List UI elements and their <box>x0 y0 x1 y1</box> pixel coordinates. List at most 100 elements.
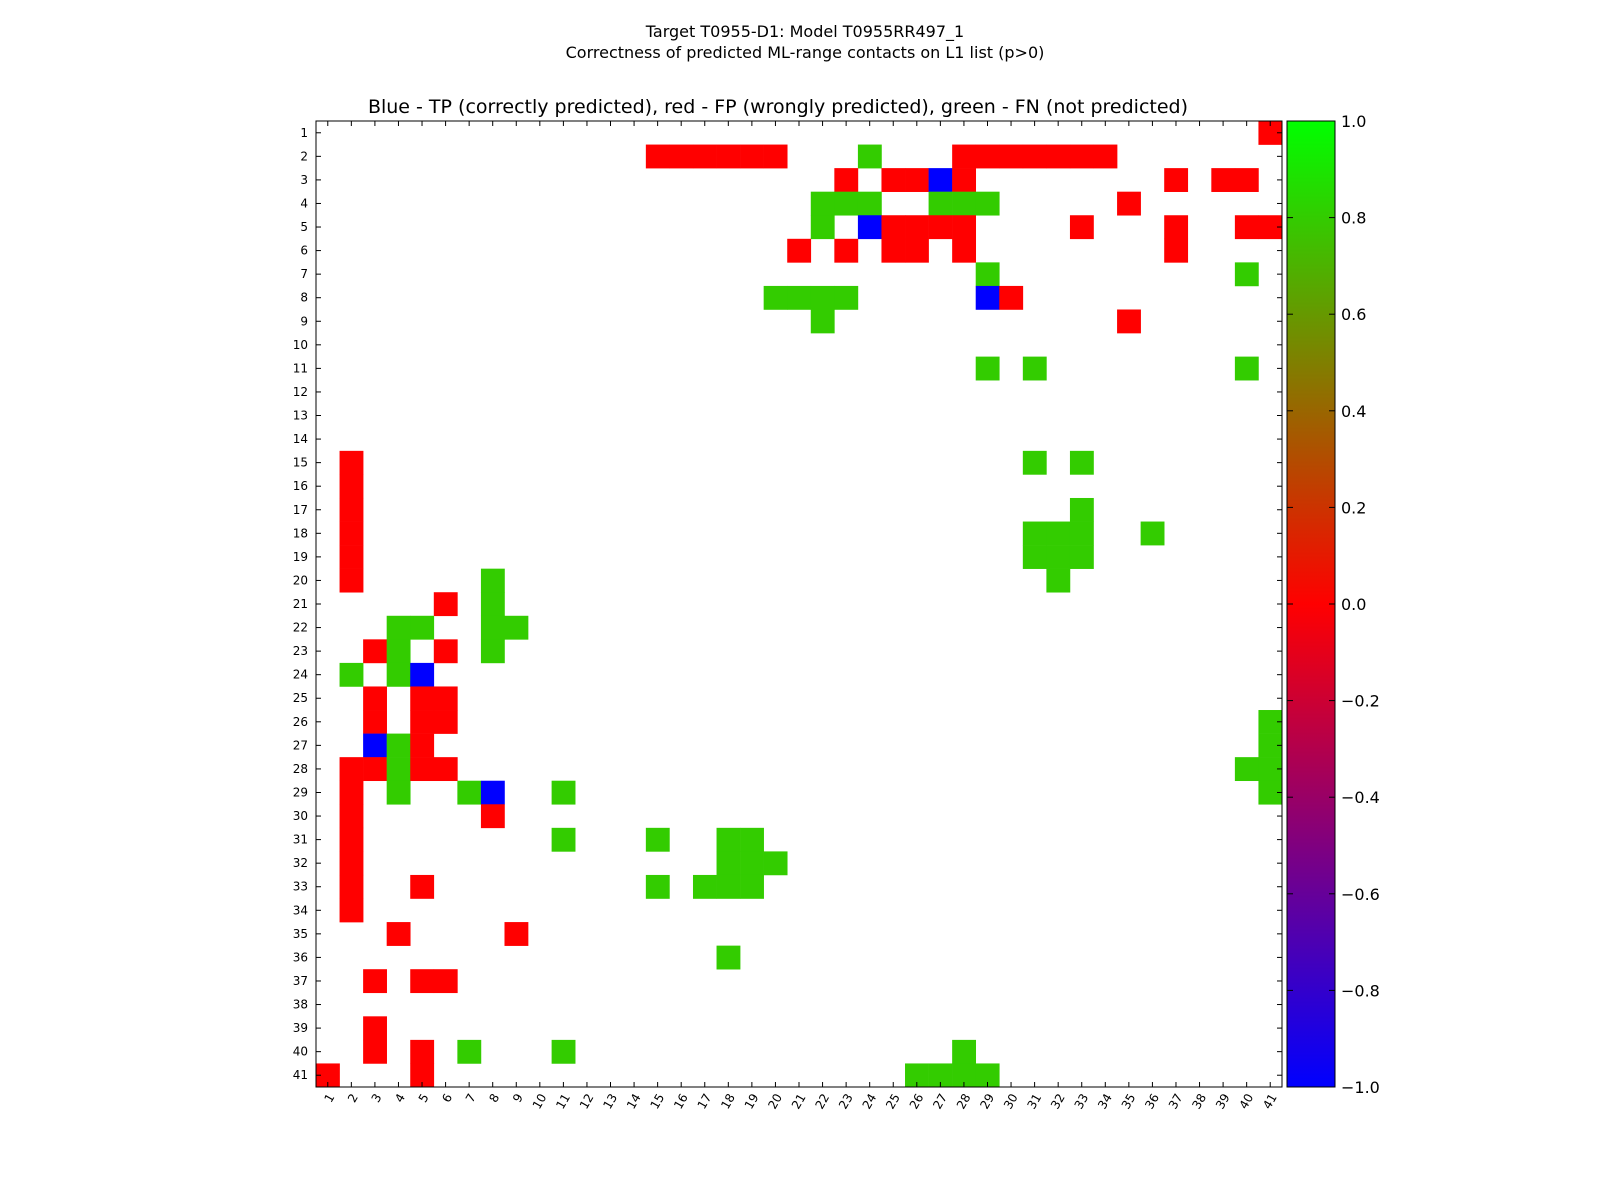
y-tick-label: 41 <box>293 1068 308 1082</box>
heatmap-cell <box>339 568 364 593</box>
x-tick-label: 19 <box>742 1091 762 1111</box>
heatmap-cell <box>1069 545 1094 569</box>
x-tick-label: 23 <box>836 1091 856 1111</box>
heatmap-cell <box>787 285 812 310</box>
heatmap-cell <box>952 1063 977 1088</box>
heatmap-cell <box>763 144 788 169</box>
heatmap-cell <box>433 710 458 734</box>
y-tick-label: 13 <box>293 409 308 423</box>
heatmap-cell <box>339 662 364 687</box>
y-tick-label: 38 <box>293 998 308 1012</box>
x-tick-label: 22 <box>812 1091 832 1111</box>
y-tick-label: 32 <box>293 856 308 870</box>
heatmap-cell <box>316 1063 340 1088</box>
x-axis-tick-labels: 1 2 3 4 5 6 7 8 9 10 11 12 13 14 15 16 17 18 19 20 21 22 23 24 2… <box>321 1091 1279 1111</box>
y-tick-label: 3 <box>300 173 308 187</box>
heatmap-cell <box>1022 521 1047 546</box>
x-tick-label: 13 <box>600 1091 620 1111</box>
heatmap-cell <box>905 238 929 263</box>
plot-area-frame <box>315 120 1283 1088</box>
heatmap-cell <box>763 285 788 310</box>
heatmap-cell <box>339 474 364 499</box>
y-tick-label: 17 <box>293 503 308 517</box>
heatmap-cell <box>1234 757 1259 782</box>
heatmap-cell <box>480 780 505 805</box>
x-tick-label: 17 <box>695 1091 715 1111</box>
heatmap-cell <box>1117 191 1141 216</box>
heatmap-cell <box>1022 545 1047 569</box>
heatmap-cell <box>645 874 670 899</box>
colorbar-tick-label: 0.2 <box>1341 498 1366 517</box>
heatmap-cell <box>1258 757 1283 782</box>
heatmap-cell <box>716 144 741 169</box>
x-tick-label: 5 <box>416 1091 432 1105</box>
x-tick-label: 41 <box>1260 1091 1280 1111</box>
heatmap-cell <box>881 215 906 240</box>
heatmap-cell <box>504 615 529 640</box>
heatmap-cell <box>928 191 953 216</box>
heatmap-cell <box>410 710 435 734</box>
x-tick-label: 7 <box>463 1091 479 1105</box>
x-tick-label: 33 <box>1072 1091 1092 1111</box>
heatmap-cell <box>692 144 717 169</box>
heatmap-cell <box>1140 521 1165 546</box>
x-tick-label: 36 <box>1142 1091 1162 1111</box>
x-tick-label: 8 <box>486 1091 502 1105</box>
x-tick-label: 3 <box>369 1091 385 1105</box>
y-tick-label: 4 <box>300 196 308 210</box>
heatmap-cell <box>669 144 694 169</box>
heatmap-cell <box>905 1063 929 1088</box>
y-tick-label: 16 <box>293 479 308 493</box>
heatmap-cell <box>1211 168 1236 192</box>
heatmap-cell <box>810 285 835 310</box>
heatmap-cell <box>386 615 411 640</box>
heatmap-cell <box>339 545 364 569</box>
y-tick-label: 7 <box>300 267 308 281</box>
heatmap-cell <box>834 285 859 310</box>
x-tick-label: 25 <box>883 1091 903 1111</box>
heatmap-cell <box>433 686 458 711</box>
colorbar-tick-label: 0.8 <box>1341 209 1366 228</box>
colorbar-tick-label: −0.6 <box>1341 885 1380 904</box>
heatmap-cell <box>339 497 364 522</box>
heatmap-cell <box>1258 733 1283 758</box>
x-tick-label: 12 <box>577 1091 597 1111</box>
x-tick-label: 27 <box>930 1091 950 1111</box>
y-tick-label: 40 <box>293 1045 308 1059</box>
x-tick-label: 9 <box>510 1091 526 1105</box>
heatmap-cell <box>740 144 764 169</box>
heatmap-cell <box>740 874 764 899</box>
y-tick-label: 22 <box>293 621 308 635</box>
heatmap-cell <box>480 615 505 640</box>
x-tick-label: 24 <box>860 1091 880 1111</box>
heatmap-cell <box>1117 309 1141 334</box>
heatmap-cell <box>480 639 505 664</box>
heatmap-cell <box>1069 215 1094 240</box>
heatmap-cell <box>457 1039 482 1064</box>
heatmap-cell <box>1046 568 1071 593</box>
heatmap-cell <box>975 1063 1000 1088</box>
figure-subtitle: Correctness of predicted ML-range contac… <box>565 43 1045 62</box>
heatmap-cell <box>1258 215 1283 240</box>
heatmap-cell <box>410 969 435 994</box>
heatmap-cell <box>975 144 1000 169</box>
heatmap-cell <box>480 804 505 829</box>
heatmap-cell <box>645 144 670 169</box>
plot-title: Blue - TP (correctly predicted), red - F… <box>368 96 1188 118</box>
colorbar-tick-label: −1.0 <box>1341 1078 1380 1097</box>
heatmap-cell <box>716 851 741 876</box>
heatmap-cell <box>645 827 670 852</box>
heatmap-cell <box>363 733 387 758</box>
heatmap-cell <box>975 285 1000 310</box>
x-tick-label: 31 <box>1024 1091 1044 1111</box>
y-tick-label: 1 <box>300 126 308 140</box>
heatmap-cell <box>1093 144 1118 169</box>
heatmap-cell <box>457 780 482 805</box>
heatmap-cell <box>339 827 364 852</box>
x-tick-label: 4 <box>392 1091 408 1105</box>
heatmap-cell <box>1258 780 1283 805</box>
heatmap-cell <box>716 827 741 852</box>
heatmap-cell <box>1046 545 1071 569</box>
heatmap-cell <box>1069 497 1094 522</box>
y-tick-label: 30 <box>293 809 308 823</box>
